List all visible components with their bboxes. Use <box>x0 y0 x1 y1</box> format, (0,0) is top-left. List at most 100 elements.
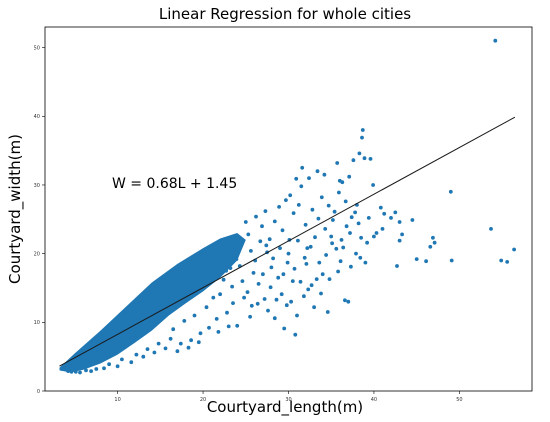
data-point <box>298 279 303 284</box>
data-point <box>234 257 239 261</box>
data-point <box>351 158 356 163</box>
data-point <box>393 210 398 215</box>
data-point <box>313 235 317 240</box>
data-point <box>288 193 293 198</box>
data-point <box>294 176 299 181</box>
data-point <box>278 246 282 251</box>
data-point <box>505 260 510 264</box>
data-point <box>431 235 435 240</box>
data-point <box>214 317 219 321</box>
data-point <box>129 360 134 365</box>
data-point <box>221 277 226 282</box>
x-axis-ticks: 10 20 30 40 50 <box>114 391 463 403</box>
x-tick-label: 20 <box>200 397 206 403</box>
data-point <box>268 285 273 290</box>
data-point <box>372 234 376 239</box>
data-point <box>347 174 352 179</box>
x-tick-label: 50 <box>456 397 462 403</box>
data-point <box>258 239 263 244</box>
data-point <box>231 301 235 305</box>
data-point <box>69 369 74 374</box>
data-point <box>134 352 139 357</box>
data-point <box>489 227 493 231</box>
y-axis-label: Courtyard_width(m) <box>6 134 25 284</box>
data-point <box>428 244 433 249</box>
data-point <box>115 364 120 369</box>
data-point <box>344 224 349 229</box>
data-point <box>291 211 296 216</box>
data-point <box>448 189 453 194</box>
data-point <box>290 279 295 283</box>
data-point <box>362 156 367 161</box>
data-point <box>207 325 211 330</box>
data-point <box>324 253 328 257</box>
data-point <box>343 199 348 204</box>
data-point <box>343 298 347 303</box>
data-point <box>242 295 247 300</box>
data-point <box>284 303 289 308</box>
data-point <box>282 326 287 331</box>
data-point <box>107 362 111 367</box>
data-point <box>145 347 150 351</box>
data-point <box>341 245 346 250</box>
data-point <box>120 357 124 362</box>
data-point <box>89 369 93 373</box>
data-point <box>198 331 203 336</box>
data-point <box>204 305 209 310</box>
data-point <box>272 316 277 321</box>
data-point <box>249 303 254 308</box>
data-point <box>380 227 385 231</box>
data-point <box>84 368 88 373</box>
data-point <box>280 228 285 233</box>
data-point <box>266 308 270 313</box>
data-point <box>397 220 402 224</box>
data-point <box>338 259 343 264</box>
data-point <box>239 241 244 246</box>
data-point <box>175 349 180 354</box>
data-point <box>432 240 437 245</box>
data-point <box>216 330 221 334</box>
y-tick-label: 0 <box>37 389 40 395</box>
data-point <box>319 291 323 296</box>
data-point <box>327 277 332 281</box>
data-point <box>284 198 288 203</box>
data-point <box>64 366 69 371</box>
data-point <box>304 262 309 266</box>
data-point <box>299 184 304 189</box>
data-point <box>325 310 330 314</box>
data-point <box>226 324 231 329</box>
data-point <box>289 299 293 304</box>
data-point <box>424 259 428 264</box>
data-point <box>182 319 187 323</box>
data-point <box>302 255 307 260</box>
y-tick-label: 50 <box>34 45 40 51</box>
data-point <box>312 305 316 310</box>
data-point <box>66 369 70 373</box>
data-point <box>371 183 375 187</box>
data-point <box>336 269 340 274</box>
data-point <box>260 224 264 229</box>
data-point <box>286 251 291 256</box>
data-point <box>305 246 310 251</box>
plot-area: W = 0.68L + 1.45 <box>59 38 516 375</box>
data-point <box>255 301 260 306</box>
data-point <box>276 275 281 280</box>
y-tick-label: 40 <box>34 114 40 120</box>
y-axis-ticks: 0 10 20 30 40 50 <box>34 45 45 395</box>
data-point <box>366 216 371 220</box>
data-point <box>449 258 454 263</box>
data-point <box>303 222 308 227</box>
chart-title: Linear Regression for whole cities <box>159 5 411 23</box>
x-tick-label: 10 <box>114 397 120 403</box>
data-point <box>410 218 415 222</box>
data-point <box>246 232 251 237</box>
data-point <box>378 205 383 210</box>
data-point <box>334 246 339 251</box>
data-point <box>368 157 373 161</box>
data-point <box>156 341 161 346</box>
y-tick-label: 30 <box>34 183 40 189</box>
data-point <box>319 195 324 200</box>
data-point <box>269 265 274 270</box>
x-tick-label: 30 <box>285 397 291 403</box>
data-point <box>277 205 281 209</box>
